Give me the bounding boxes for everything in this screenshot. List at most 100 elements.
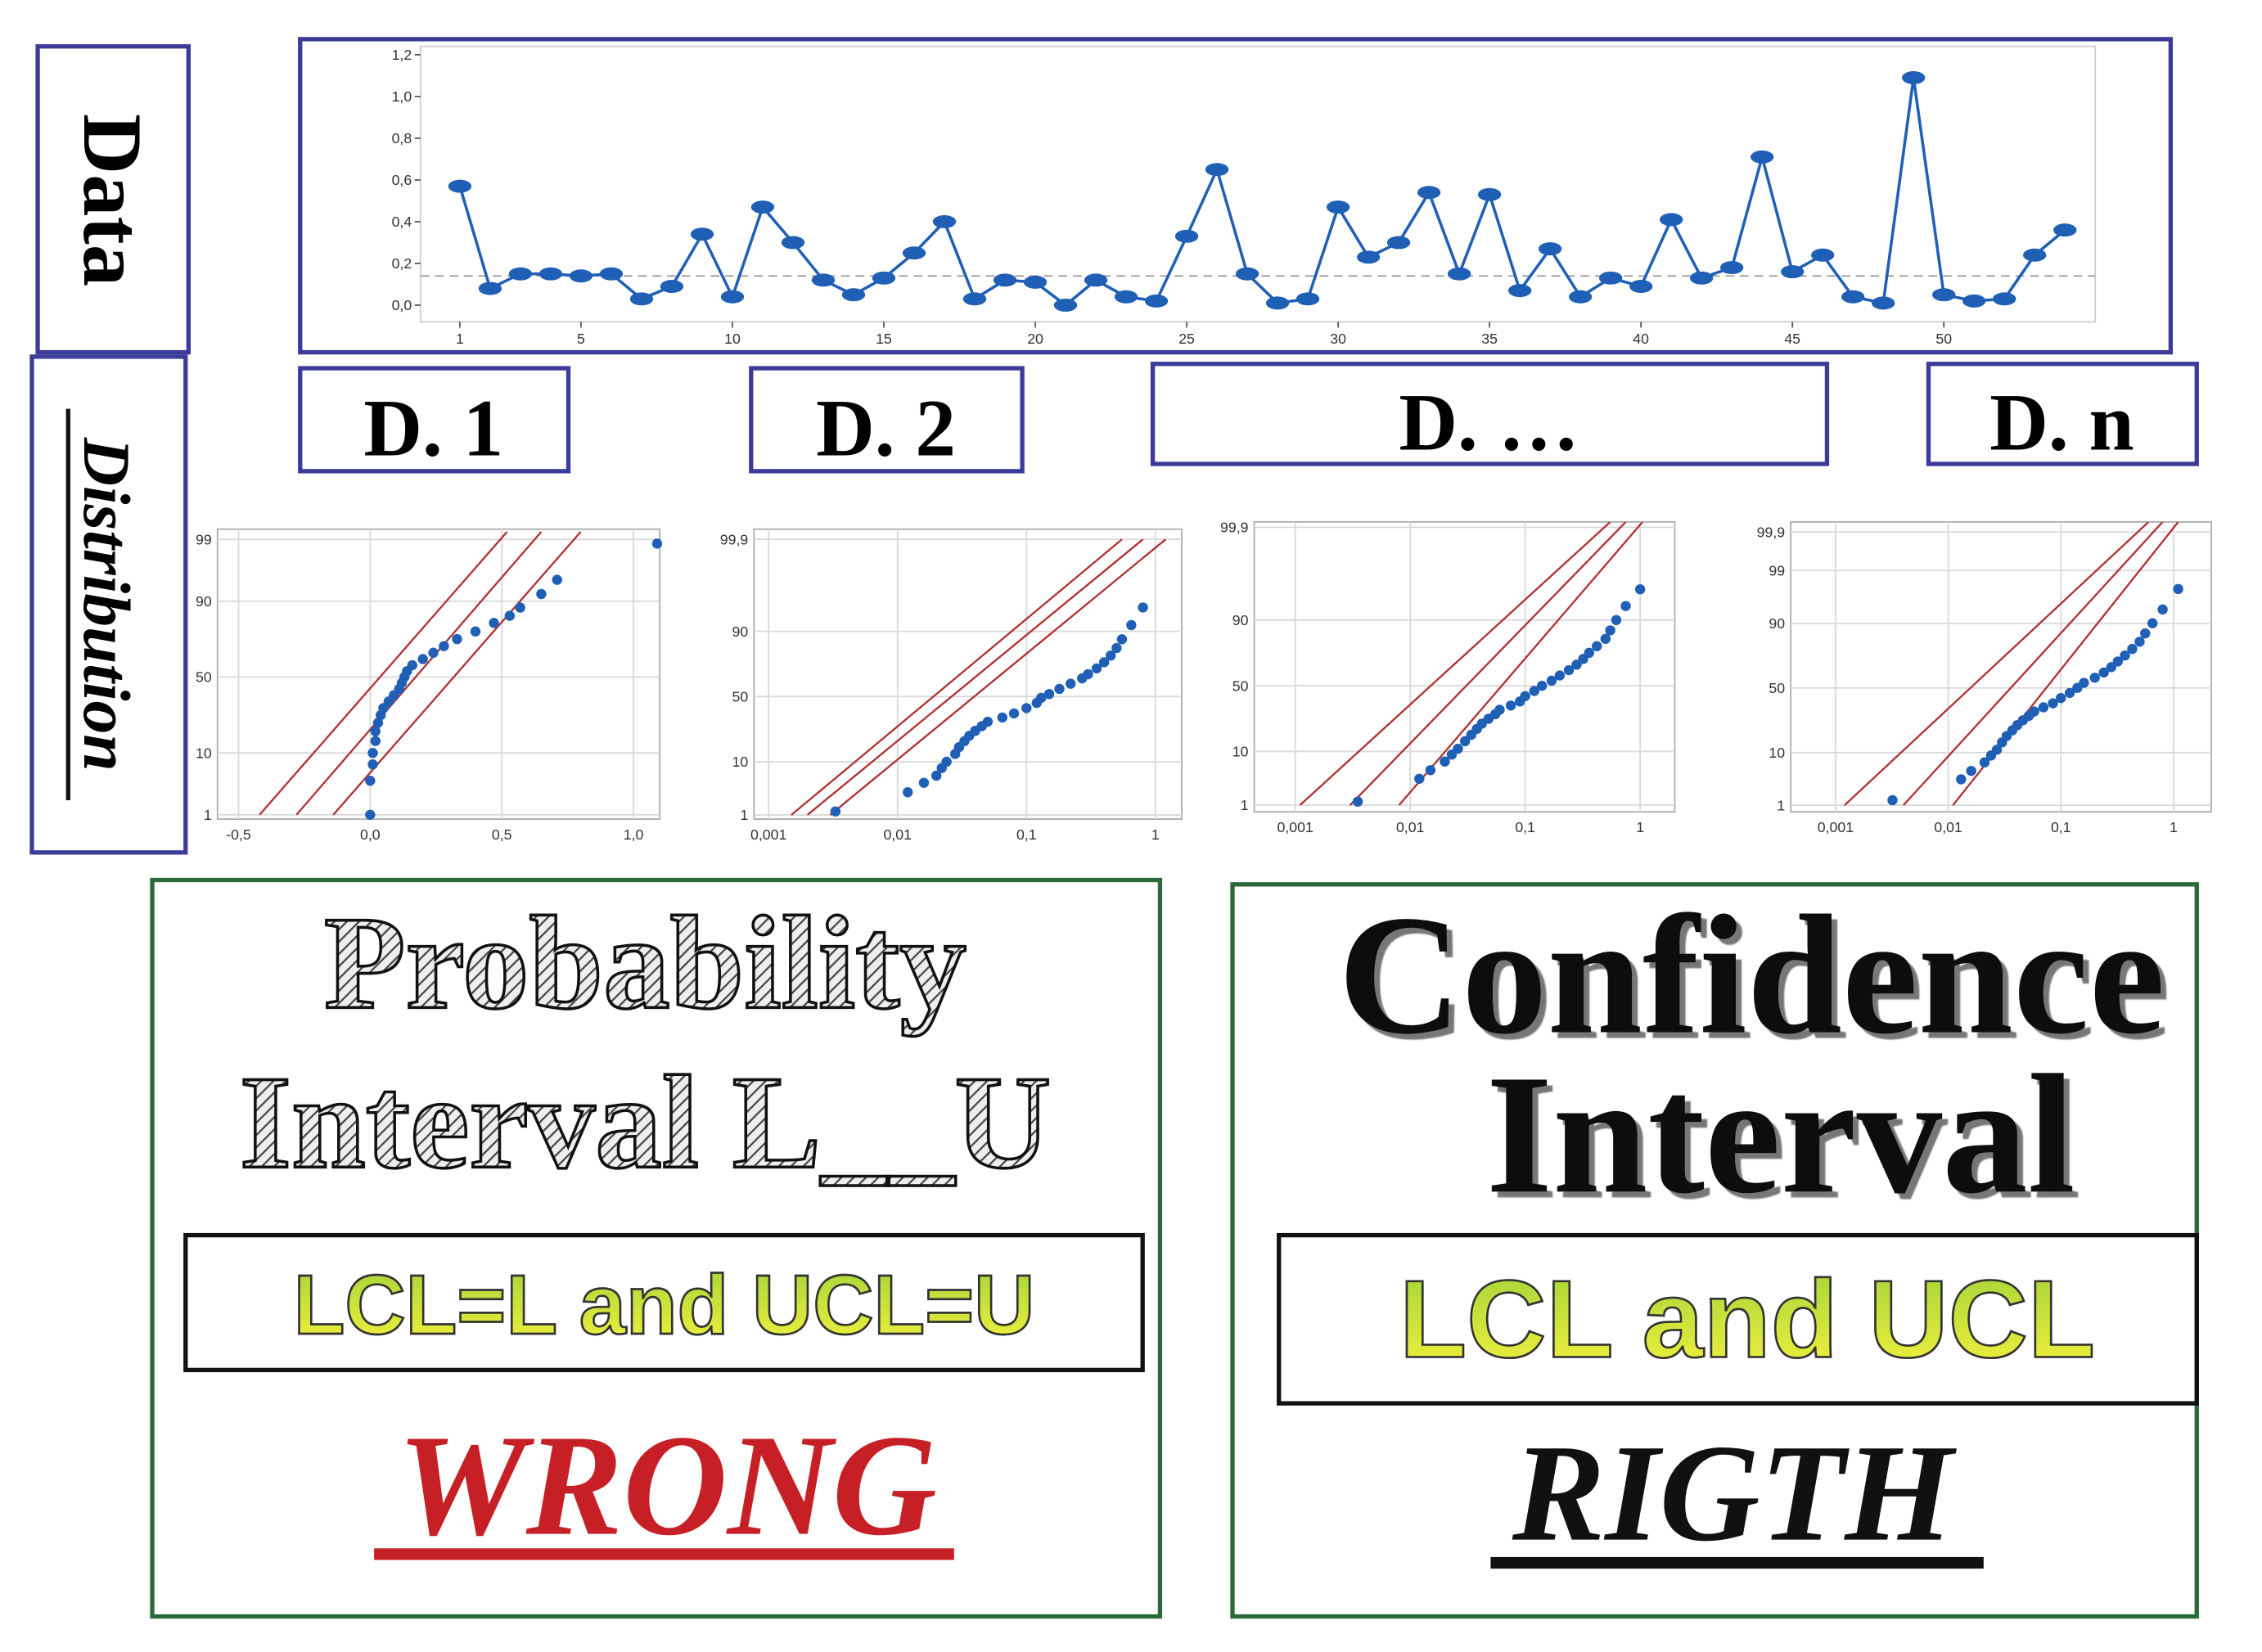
data-point [841, 288, 866, 302]
data-point [1546, 675, 1557, 686]
data-point [629, 292, 654, 306]
data-point [2079, 677, 2089, 688]
y-tick-label: 1 [1241, 797, 1249, 813]
data-point [902, 246, 926, 260]
data-point [1425, 765, 1436, 776]
data-point [720, 290, 745, 304]
data-point [1993, 292, 2016, 306]
data-point [1477, 187, 1502, 201]
data-point [1106, 650, 1116, 661]
distribution-label-box [29, 354, 188, 855]
data-point [1719, 261, 1744, 275]
verdict-underline [374, 1548, 954, 1560]
y-tick-label: 99 [1769, 562, 1785, 578]
data-point [1956, 774, 1967, 785]
data-point [370, 726, 381, 736]
data-point [2029, 706, 2039, 717]
data-point [1991, 745, 2003, 755]
data-point [1781, 265, 1805, 279]
y-tick-label: 1,2 [392, 47, 412, 63]
data-point [1053, 298, 1078, 312]
data-point [2134, 637, 2145, 647]
y-tick-label: 50 [196, 669, 212, 686]
data-point [1529, 686, 1539, 696]
confidence-line [1902, 521, 2164, 806]
x-tick-label: 10 [724, 331, 741, 347]
data-point [1084, 273, 1108, 287]
x-tick-label: 1 [1151, 826, 1160, 843]
x-tick-label: 25 [1178, 331, 1195, 347]
data-point [452, 633, 462, 645]
confidence-line [1299, 521, 1611, 806]
data-point [2089, 673, 2100, 683]
data-point [1295, 292, 1320, 306]
data-point [1605, 625, 1615, 636]
rule-box [183, 1232, 1145, 1373]
segment-box [1150, 362, 1830, 466]
data-point [1584, 647, 1595, 659]
data-point [982, 716, 994, 727]
data-point [1091, 663, 1102, 674]
y-tick-label: 50 [1769, 680, 1785, 696]
plot-area [1790, 520, 2212, 813]
data-point [1979, 757, 1990, 767]
data-point [1138, 602, 1148, 613]
verdict: RIGTH [1512, 1416, 1957, 1570]
data-point [1083, 668, 1093, 680]
data-point [1872, 296, 1895, 310]
data-point [997, 712, 1008, 723]
x-tick-label: 0,5 [492, 826, 512, 843]
y-tick-label: 99 [196, 532, 212, 548]
data-point [599, 267, 624, 281]
data-point [1265, 296, 1290, 310]
data-point [903, 787, 913, 798]
panel-title: Interval L__U [240, 1049, 1052, 1196]
data-point [2120, 650, 2130, 661]
data-point [552, 574, 562, 585]
data-point [1592, 641, 1602, 651]
data-point [1352, 796, 1363, 807]
data-point [536, 588, 547, 600]
y-tick-label: 0,2 [392, 255, 412, 272]
data-point [1494, 704, 1505, 715]
data-point [1235, 267, 1259, 281]
data-point [1902, 70, 1926, 84]
x-tick-label: 0,01 [1934, 819, 1962, 835]
x-tick-label: 0,001 [1818, 819, 1854, 835]
data-point [1520, 691, 1530, 701]
data-point [489, 618, 499, 628]
data-point [1023, 275, 1048, 289]
data-point [2127, 643, 2138, 655]
y-tick-label: 90 [196, 593, 212, 610]
data-point [1536, 680, 1548, 691]
x-tick-label: 0,0 [360, 826, 381, 843]
x-tick-label: 0,01 [884, 826, 912, 843]
segment-box [749, 366, 1025, 474]
y-tick-label: 10 [196, 745, 212, 761]
line-chart-frame [298, 37, 2174, 355]
data-point [448, 179, 472, 193]
data-point [2053, 223, 2077, 237]
data-point [439, 641, 449, 651]
y-tick-label: 99,9 [720, 531, 748, 547]
x-tick-label: 0,1 [2051, 819, 2071, 835]
data-point [1111, 642, 1122, 654]
verdict: WRONG [397, 1406, 937, 1566]
data-point [830, 806, 841, 817]
data-point [1116, 634, 1128, 645]
x-tick-label: 45 [1784, 331, 1800, 347]
data-point [367, 748, 378, 758]
panel-title: Probability [324, 889, 967, 1037]
data-point [515, 602, 525, 613]
x-tick-label: 1 [2170, 819, 2178, 835]
data-point [2098, 667, 2109, 678]
data-point [1356, 250, 1381, 264]
data-point [508, 267, 533, 281]
data-point [781, 236, 805, 250]
confidence-line [1398, 521, 1643, 806]
data-point [1600, 633, 1611, 644]
data-point [1966, 765, 1976, 776]
data-point [2173, 583, 2183, 595]
data-point [428, 647, 439, 658]
